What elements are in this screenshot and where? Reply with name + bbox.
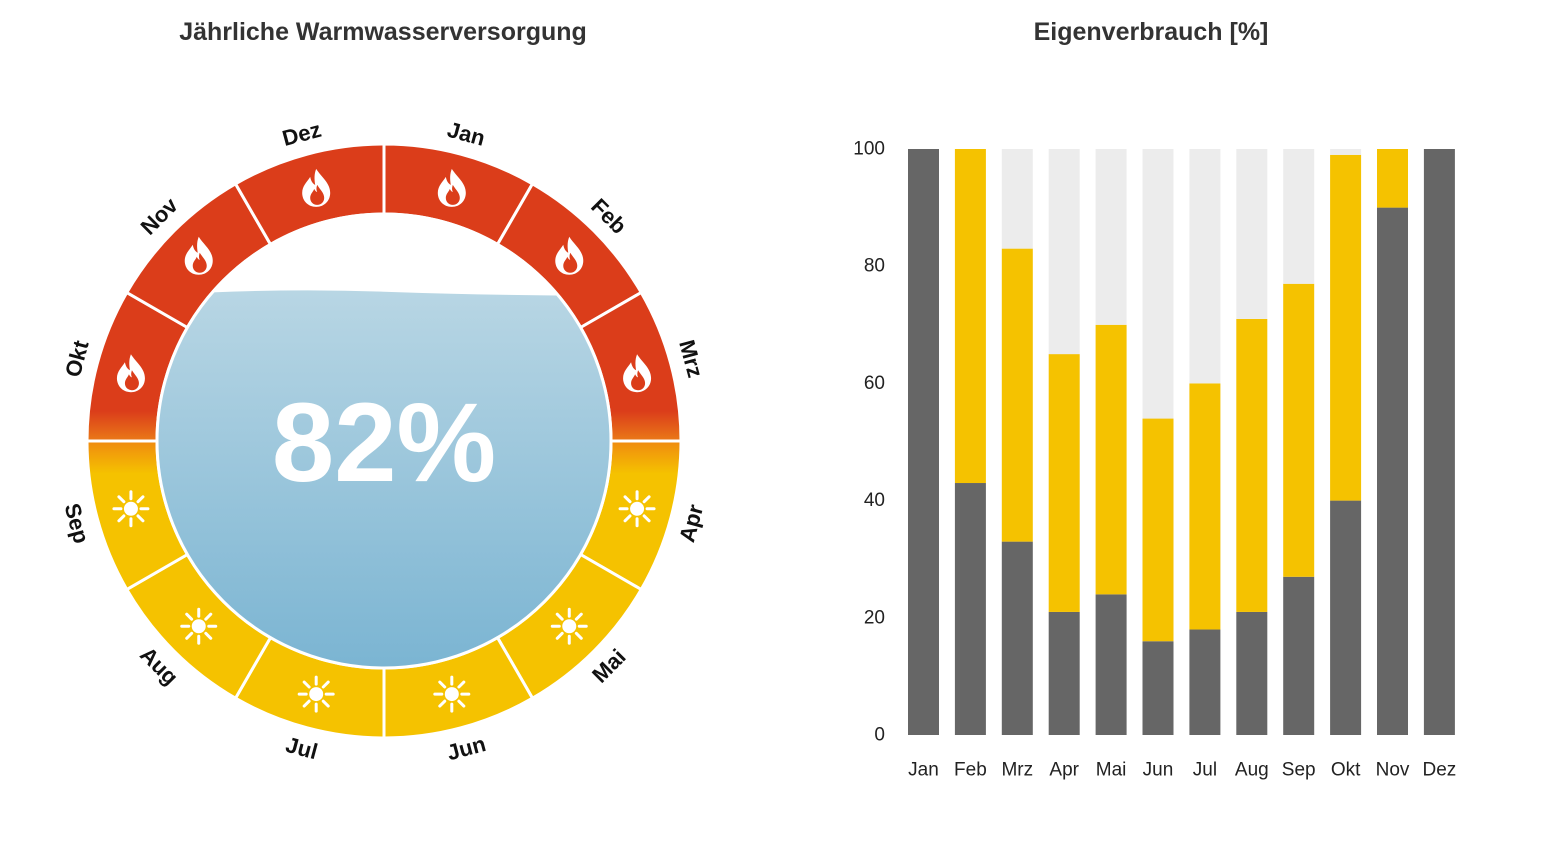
bar-segment-sep-0 bbox=[1283, 576, 1315, 735]
bar-segment-okt-0 bbox=[1330, 500, 1362, 735]
bar-segment-okt-1 bbox=[1330, 154, 1362, 501]
bar-segment-aug-0 bbox=[1236, 611, 1268, 735]
bar-chart-title: Eigenverbrauch [%] bbox=[1033, 18, 1269, 46]
radial-chart-title: Jährliche Warmwasserversorgung bbox=[179, 18, 587, 46]
bar-segment-sep-1 bbox=[1283, 283, 1315, 577]
bar-segment-dez-0 bbox=[1423, 149, 1455, 735]
flame-icon bbox=[555, 236, 584, 275]
bar-segment-aug-2 bbox=[1236, 149, 1268, 319]
bar-segment-apr-0 bbox=[1048, 611, 1080, 735]
flame-icon bbox=[116, 354, 145, 393]
bar-segment-mrz-2 bbox=[1001, 149, 1033, 249]
bar-segment-mai-1 bbox=[1095, 324, 1127, 595]
bar-segment-nov-1 bbox=[1377, 149, 1408, 208]
bar-segment-mrz-1 bbox=[1001, 248, 1033, 542]
x-tick-label-mrz: Mrz bbox=[1001, 760, 1033, 781]
sun-icon bbox=[618, 490, 656, 528]
bar-segment-jan-0 bbox=[908, 149, 939, 735]
bar-segment-apr-2 bbox=[1048, 149, 1080, 355]
sun-icon bbox=[550, 607, 588, 645]
y-tick-label: 40 bbox=[864, 490, 885, 511]
x-tick-label-feb: Feb bbox=[954, 760, 987, 781]
bar-segment-sep-2 bbox=[1283, 149, 1315, 284]
y-tick-label: 20 bbox=[864, 607, 885, 628]
bar-segment-jun-0 bbox=[1142, 641, 1174, 735]
y-tick-label: 80 bbox=[864, 256, 885, 277]
flame-icon bbox=[623, 354, 652, 393]
x-tick-label-okt: Okt bbox=[1331, 760, 1361, 781]
x-tick-label-mai: Mai bbox=[1096, 760, 1127, 781]
bar-segment-mai-2 bbox=[1095, 149, 1127, 325]
bar-segment-aug-1 bbox=[1236, 318, 1268, 612]
bar-segment-jun-1 bbox=[1142, 418, 1174, 642]
x-tick-label-nov: Nov bbox=[1376, 760, 1410, 781]
month-ring bbox=[85, 142, 683, 740]
x-tick-label-jan: Jan bbox=[908, 760, 939, 781]
sun-icon bbox=[433, 675, 471, 713]
bar-segment-jul-2 bbox=[1189, 149, 1221, 384]
bar-segment-nov-0 bbox=[1377, 207, 1408, 736]
x-tick-label-apr: Apr bbox=[1049, 760, 1079, 781]
sun-icon bbox=[180, 607, 218, 645]
bar-segment-jun-2 bbox=[1142, 149, 1174, 419]
bar-segment-mai-0 bbox=[1095, 594, 1127, 735]
coverage-percent: 82% bbox=[272, 380, 496, 505]
x-tick-label-dez: Dez bbox=[1423, 760, 1457, 781]
flame-icon bbox=[437, 168, 466, 207]
y-tick-label: 60 bbox=[864, 373, 885, 394]
bar-segment-feb-1 bbox=[954, 149, 986, 484]
flame-icon bbox=[302, 168, 331, 207]
flame-icon bbox=[184, 236, 213, 275]
bar-segment-feb-0 bbox=[954, 483, 986, 735]
y-tick-label: 100 bbox=[853, 139, 885, 160]
water-level bbox=[157, 290, 611, 668]
x-tick-label-sep: Sep bbox=[1282, 760, 1316, 781]
bar-segment-jul-0 bbox=[1189, 629, 1221, 735]
bar-segment-okt-2 bbox=[1330, 149, 1362, 155]
x-tick-label-jun: Jun bbox=[1143, 760, 1174, 781]
sun-icon bbox=[297, 675, 335, 713]
sun-icon bbox=[112, 490, 150, 528]
x-tick-label-aug: Aug bbox=[1235, 760, 1269, 781]
bar-segment-jul-1 bbox=[1189, 383, 1221, 630]
y-tick-label: 0 bbox=[874, 725, 885, 746]
bar-segment-mrz-0 bbox=[1001, 541, 1033, 735]
bar-segment-apr-1 bbox=[1048, 354, 1080, 612]
x-tick-label-jul: Jul bbox=[1193, 760, 1217, 781]
